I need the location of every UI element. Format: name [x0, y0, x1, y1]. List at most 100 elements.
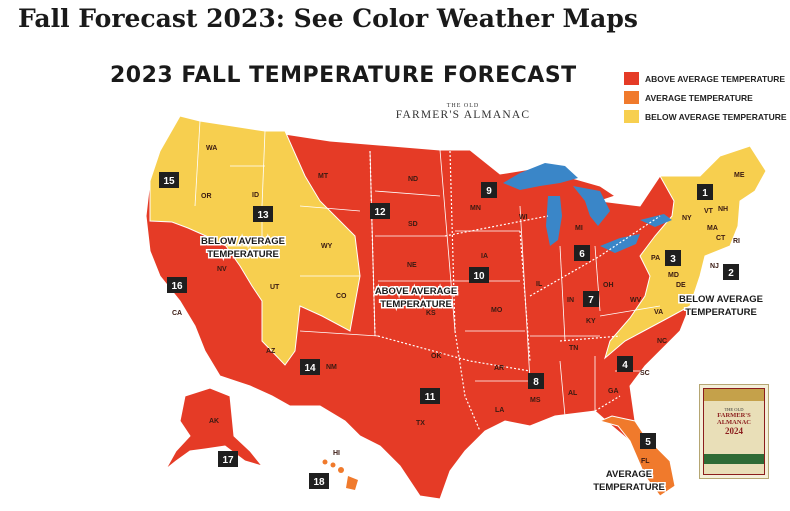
hawaii-island-3 [338, 467, 344, 473]
region-badges: 1 2 3 4 5 6 7 8 9 10 11 12 13 14 15 16 1… [159, 172, 739, 489]
state-label-me: ME [734, 172, 745, 179]
hawaii-island-4 [346, 476, 358, 490]
state-label-or: OR [201, 193, 212, 200]
region-boundaries [369, 150, 661, 432]
florida-average-area [598, 415, 676, 497]
callout-average-line1: AVERAGE [606, 469, 652, 480]
state-label-mt: MT [318, 173, 329, 180]
lake-michigan [546, 196, 562, 246]
svg-text:14: 14 [304, 363, 316, 374]
almanac-book-cover-image: THE OLD FARMER'S ALMANAC 2024 [699, 384, 769, 479]
state-label-nh: NH [718, 206, 728, 213]
book-top-band [704, 389, 764, 401]
state-label-ak: AK [209, 418, 219, 425]
legend-label-average: AVERAGE TEMPERATURE [645, 92, 753, 103]
state-label-la: LA [495, 407, 504, 414]
legend-item-above: ABOVE AVERAGE TEMPERATURE [624, 72, 787, 85]
state-label-ky: KY [586, 318, 596, 325]
region-badge-7: 7 [583, 291, 599, 307]
state-label-ar: AR [494, 365, 504, 372]
region-badge-15: 15 [159, 172, 179, 188]
region-badge-10: 10 [469, 267, 489, 283]
state-labels: WA OR ID MT WY NV UT CO CA AZ NM ND SD N… [172, 145, 745, 465]
legend-label-above: ABOVE AVERAGE TEMPERATURE [645, 73, 786, 84]
west-below-average-area [149, 115, 361, 366]
svg-text:11: 11 [425, 392, 436, 403]
region-badge-2: 2 [723, 264, 739, 280]
region-badge-8: 8 [528, 373, 544, 389]
region-badge-14: 14 [300, 359, 320, 375]
map-legend: ABOVE AVERAGE TEMPERATURE AVERAGE TEMPER… [624, 72, 787, 129]
lake-ontario [640, 214, 672, 227]
region-badge-3: 3 [665, 250, 681, 266]
svg-text:4: 4 [622, 360, 628, 371]
book-bottom-band [704, 454, 764, 464]
legend-swatch-average [624, 91, 639, 104]
callout-below-west-line1: BELOW AVERAGE [201, 236, 285, 247]
state-label-nv: NV [217, 266, 227, 273]
state-label-wi: WI [519, 214, 528, 221]
state-label-wy: WY [321, 243, 333, 250]
svg-text:8: 8 [533, 377, 539, 388]
state-label-wv: WV [630, 297, 642, 304]
state-label-az: AZ [266, 348, 276, 355]
lake-superior [503, 163, 578, 190]
state-label-tn: TN [569, 345, 578, 352]
state-label-in: IN [567, 297, 574, 304]
callout-above-line2: TEMPERATURE [380, 299, 452, 310]
svg-text:2: 2 [728, 268, 734, 279]
callout-above-line1: ABOVE AVERAGE [375, 286, 457, 297]
state-label-fl: FL [641, 458, 650, 465]
hawaii-area [322, 459, 358, 490]
alaska-area [165, 387, 264, 470]
callout-below-west-line2: TEMPERATURE [207, 249, 279, 260]
state-label-wa: WA [206, 145, 217, 152]
svg-text:18: 18 [313, 477, 325, 488]
state-label-tx: TX [416, 420, 425, 427]
svg-text:7: 7 [588, 295, 594, 306]
hawaii-island-2 [330, 462, 336, 468]
svg-text:15: 15 [163, 176, 175, 187]
state-label-nj: NJ [710, 263, 719, 270]
state-label-ga: GA [608, 388, 619, 395]
region-badge-16: 16 [167, 277, 187, 293]
state-label-id: ID [252, 192, 259, 199]
state-label-nd: ND [408, 176, 418, 183]
book-cover-inner: THE OLD FARMER'S ALMANAC 2024 [703, 388, 765, 475]
state-label-ne: NE [407, 262, 417, 269]
region-badge-12: 12 [370, 203, 390, 219]
region-badge-11: 11 [420, 388, 440, 404]
map-title: 2023 FALL TEMPERATURE FORECAST [110, 63, 577, 88]
region-badge-6: 6 [574, 245, 590, 261]
legend-label-below: BELOW AVERAGE TEMPERATURE [645, 111, 787, 122]
state-label-md: MD [668, 272, 679, 279]
state-label-va: VA [654, 309, 663, 316]
region-badge-13: 13 [253, 206, 273, 222]
legend-item-below: BELOW AVERAGE TEMPERATURE [624, 110, 787, 123]
brand-line-2: FARMER'S ALMANAC [395, 109, 531, 121]
svg-text:17: 17 [222, 455, 234, 466]
callout-average-line2: TEMPERATURE [593, 482, 665, 493]
svg-text:6: 6 [579, 249, 585, 260]
state-label-sc: SC [640, 370, 650, 377]
callout-below-east-line2: TEMPERATURE [685, 307, 757, 318]
lake-huron [573, 186, 610, 226]
callout-below-east-line1: BELOW AVERAGE [679, 294, 763, 305]
state-label-ny: NY [682, 215, 692, 222]
state-label-ks: KS [426, 310, 436, 317]
state-label-ms: MS [530, 397, 541, 404]
region-badge-1: 1 [697, 184, 713, 200]
svg-text:9: 9 [486, 186, 492, 197]
state-label-sd: SD [408, 221, 418, 228]
brand-line-1: THE OLD [446, 103, 480, 109]
region-badge-18: 18 [309, 473, 329, 489]
almanac-logo: THE OLD FARMER'S ALMANAC [393, 103, 533, 121]
state-label-oh: OH [603, 282, 614, 289]
legend-swatch-below [624, 110, 639, 123]
legend-item-average: AVERAGE TEMPERATURE [624, 91, 787, 104]
lake-erie [600, 234, 640, 253]
region-badge-9: 9 [481, 182, 497, 198]
state-label-ma: MA [707, 225, 718, 232]
book-small-text: THE OLD [724, 407, 744, 412]
